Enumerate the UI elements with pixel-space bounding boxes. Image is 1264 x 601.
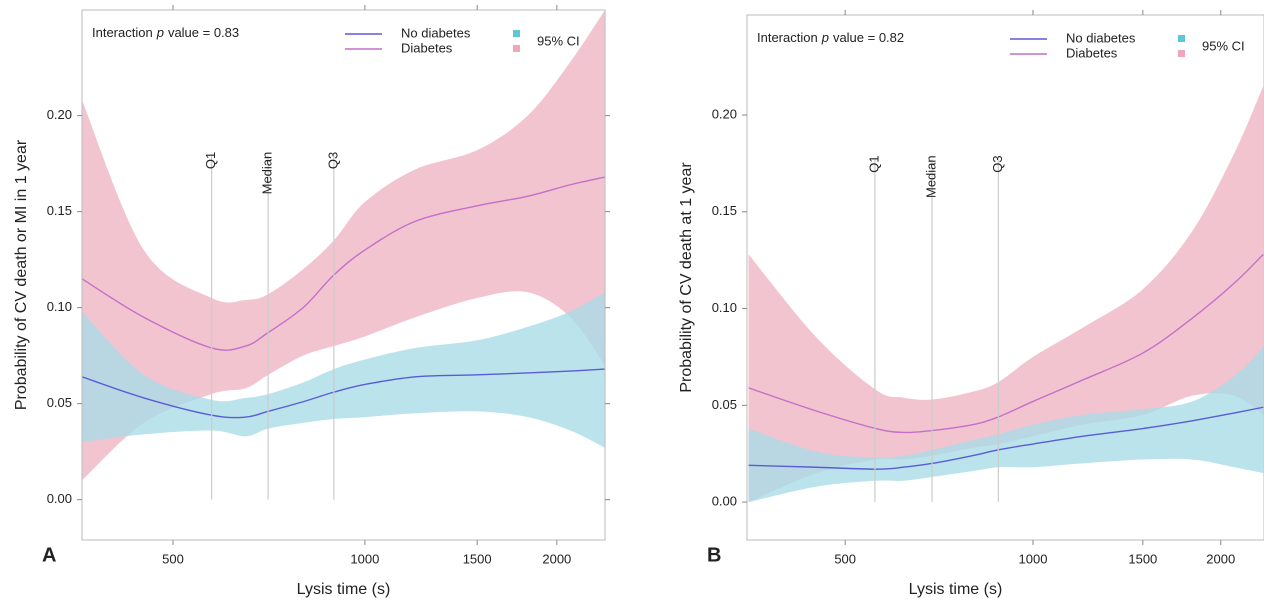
annotation-suffix: value = 0.82 xyxy=(833,30,904,45)
quartile-label: Q3 xyxy=(325,152,340,169)
x-tick-label: 1500 xyxy=(463,551,492,566)
x-tick-label: 2000 xyxy=(1206,551,1235,566)
y-axis-label: Probability of CV death or MI in 1 year xyxy=(13,139,30,410)
quartile-label: Q1 xyxy=(866,155,881,172)
plot-frame xyxy=(746,14,1264,541)
x-axis-label: Lysis time (s) xyxy=(909,581,1003,598)
plot-area xyxy=(82,10,605,481)
quartile-label: Q1 xyxy=(203,152,218,169)
annotation-prefix: Interaction xyxy=(92,25,153,40)
y-tick-label: 0.00 xyxy=(47,491,72,506)
annotation-var: p xyxy=(156,25,164,40)
legend-ci-swatch xyxy=(513,45,520,52)
legend-ci-label: 95% CI xyxy=(1202,38,1245,53)
y-tick-label: 0.20 xyxy=(47,107,72,122)
ci-band xyxy=(748,347,1264,503)
y-tick-label: 0.10 xyxy=(712,300,737,315)
annotation-suffix: value = 0.83 xyxy=(168,25,239,40)
legend-label: No diabetes xyxy=(401,25,471,40)
x-tick-label: 1000 xyxy=(1019,551,1048,566)
legend-label: No diabetes xyxy=(1066,30,1136,45)
panel-label: A xyxy=(42,544,56,566)
panel-label: B xyxy=(707,544,721,566)
annotation-prefix: Interaction xyxy=(757,30,818,45)
annotation: Interaction p value = 0.83 xyxy=(92,25,239,40)
quartile-label: Q3 xyxy=(990,155,1005,172)
y-axis-label: Probability of CV death at 1 year xyxy=(678,162,695,393)
quartile-label: Median xyxy=(260,152,275,195)
legend-ci-swatch xyxy=(1178,50,1185,57)
ci-band xyxy=(82,10,605,481)
legend-ci-label: 95% CI xyxy=(537,33,580,48)
legend-label: Diabetes xyxy=(401,40,453,55)
legend-ci-swatch xyxy=(513,30,520,37)
x-tick-label: 2000 xyxy=(542,551,571,566)
y-tick-label: 0.00 xyxy=(712,494,737,509)
plot-area xyxy=(748,86,1264,503)
x-axis-label: Lysis time (s) xyxy=(297,581,391,598)
x-tick-label: 1000 xyxy=(350,551,379,566)
y-tick-label: 0.10 xyxy=(47,299,72,314)
x-tick-label: 1500 xyxy=(1128,551,1157,566)
annotation: Interaction p value = 0.82 xyxy=(757,30,904,45)
y-tick-label: 0.05 xyxy=(47,395,72,410)
y-tick-label: 0.15 xyxy=(47,203,72,218)
y-tick-label: 0.15 xyxy=(712,203,737,218)
quartile-label: Median xyxy=(923,155,938,198)
y-tick-label: 0.05 xyxy=(712,397,737,412)
ci-band xyxy=(748,86,1264,503)
x-tick-label: 500 xyxy=(162,551,184,566)
legend-label: Diabetes xyxy=(1066,45,1118,60)
y-tick-label: 0.20 xyxy=(712,106,737,121)
ci-band xyxy=(82,292,605,448)
legend-ci-swatch xyxy=(1178,35,1185,42)
annotation-var: p xyxy=(821,30,829,45)
plot-frame xyxy=(81,9,606,541)
x-tick-label: 500 xyxy=(834,551,856,566)
